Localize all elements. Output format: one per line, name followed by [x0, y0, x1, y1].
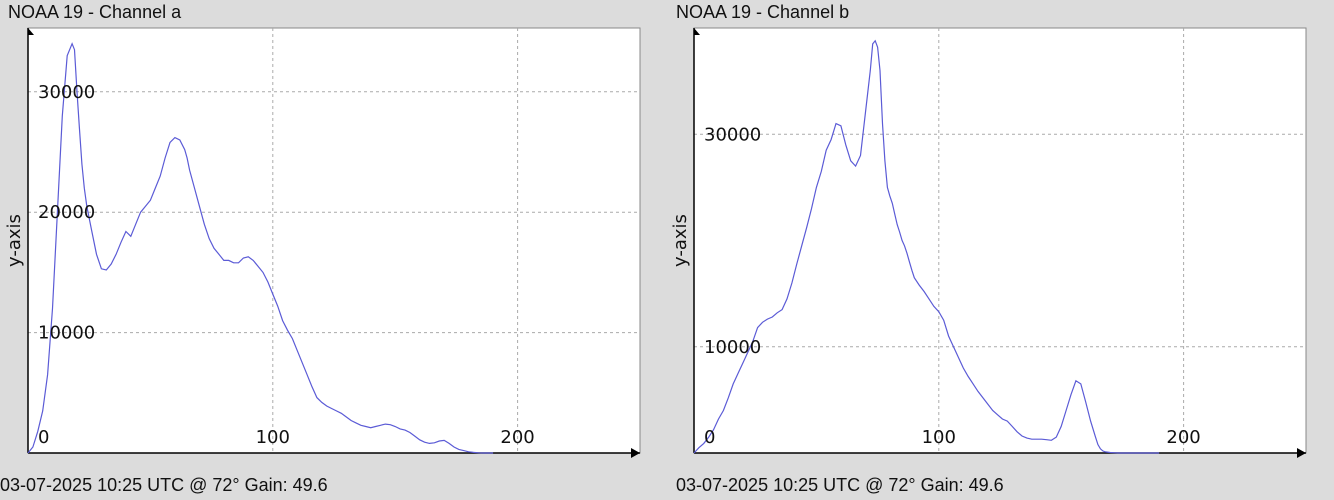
y-tick-label: 10000	[38, 323, 95, 344]
y-axis-label: y-axis	[670, 214, 691, 267]
series-line	[693, 39, 1160, 454]
y-axis-arrow	[694, 28, 700, 35]
x-tick-label: 200	[500, 427, 534, 448]
x-axis-arrow	[631, 448, 640, 458]
chart-panel-b: NOAA 19 - Channel b 0 100 200 10000 30000 y-a…	[668, 0, 1328, 500]
chart-panel-a: NOAA 19 - Channel a 0 100 200 10000 20000 300…	[0, 0, 660, 500]
y-tick-label: 30000	[38, 82, 95, 103]
series-line	[27, 42, 494, 454]
x-tick-label: 200	[1166, 427, 1200, 448]
chart-plot-a: 0 100 200 10000 20000 30000 y-axis	[4, 27, 641, 458]
chart-title: NOAA 19 - Channel a	[8, 2, 182, 22]
y-tick-label: 30000	[704, 124, 761, 145]
plot-area	[693, 27, 1307, 454]
y-tick-label: 20000	[38, 202, 95, 223]
y-tick-label: 10000	[704, 337, 761, 358]
plot-area	[27, 27, 641, 454]
y-axis-arrow	[28, 28, 34, 35]
y-axis-label: y-axis	[4, 214, 25, 267]
x-tick-label: 100	[922, 427, 956, 448]
chart-plot-b: 0 100 200 10000 30000 y-axis	[670, 27, 1307, 458]
chart-title: NOAA 19 - Channel b	[676, 2, 850, 22]
chart-footer: 03-07-2025 10:25 UTC @ 72° Gain: 49.6	[676, 475, 1004, 495]
x-tick-label: 0	[704, 427, 715, 448]
x-tick-label: 0	[38, 427, 49, 448]
x-axis-arrow	[1297, 448, 1306, 458]
chart-footer: 03-07-2025 10:25 UTC @ 72° Gain: 49.6	[0, 475, 328, 495]
x-tick-label: 100	[256, 427, 290, 448]
